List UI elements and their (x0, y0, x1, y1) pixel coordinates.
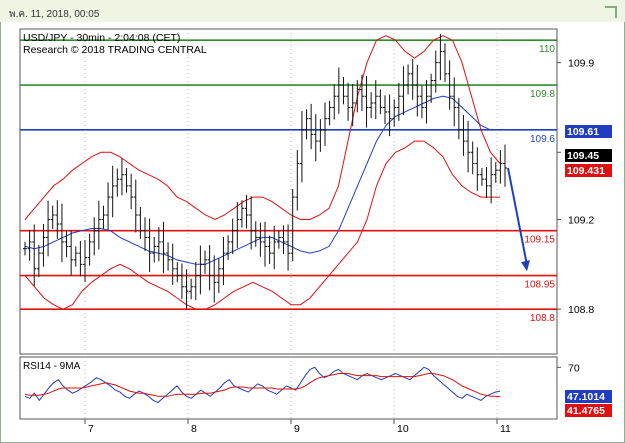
price-tag-box-0 (565, 125, 612, 138)
y-tick-label-2: 109.2 (568, 215, 594, 227)
level-label-109.15: 109.15 (524, 235, 555, 246)
level-label-108.8: 108.8 (530, 313, 555, 324)
date-stamp: พ.ค. 11, 2018, 00:05 (9, 9, 100, 20)
rsi-ma-line (24, 373, 501, 398)
price-tag-label-2: 109.431 (567, 165, 605, 177)
rsi-value-tag-label-0: 47.1014 (567, 391, 605, 403)
x-tick-label-0: 7 (88, 423, 94, 435)
bollinger-upper-line (24, 35, 501, 221)
top-bar: พ.ค. 11, 2018, 00:05 (0, 0, 625, 22)
y-tick-label-3: 108.8 (568, 304, 594, 316)
y-tick-label-0: 109.9 (568, 58, 594, 70)
rsi-value-tag-box-1 (565, 404, 612, 417)
x-tick-label-2: 9 (294, 423, 300, 435)
rsi-value-tag-label-1: 41.4765 (567, 405, 605, 417)
x-tick-label-3: 10 (397, 423, 409, 435)
level-label-109.6: 109.6 (530, 134, 555, 145)
level-label-108.95: 108.95 (524, 280, 555, 291)
moving-average-line (24, 95, 500, 265)
chart-title: USD/JPY - 30min - 2:04:08 (CET) (23, 32, 180, 44)
price-tag-box-2 (565, 164, 612, 177)
forecast-arrow-head-icon (521, 260, 530, 272)
main-plot-area (19, 28, 558, 355)
price-tag-box-1 (565, 149, 612, 162)
corner-mark-icon (605, 6, 617, 18)
level-label-109.8: 109.8 (530, 89, 555, 100)
x-tick-label-1: 8 (191, 423, 197, 435)
bollinger-lower-line (24, 140, 500, 310)
rsi-line (24, 366, 501, 404)
price-tag-label-0: 109.61 (567, 126, 599, 138)
chart-subtitle: Research © 2018 TRADING CENTRAL (23, 44, 207, 56)
rsi-label: RSI14 - 9MA (23, 361, 81, 372)
price-tag-label-1: 109.45 (567, 150, 599, 162)
forecast-arrow-line (507, 167, 528, 266)
rsi-value-tag-box-0 (565, 390, 612, 403)
rsi-plot-area (19, 356, 558, 420)
rsi-y-tick-label-0: 70 (568, 362, 580, 374)
x-tick-label-4: 11 (500, 423, 511, 435)
level-label-110: 110 (539, 44, 555, 55)
